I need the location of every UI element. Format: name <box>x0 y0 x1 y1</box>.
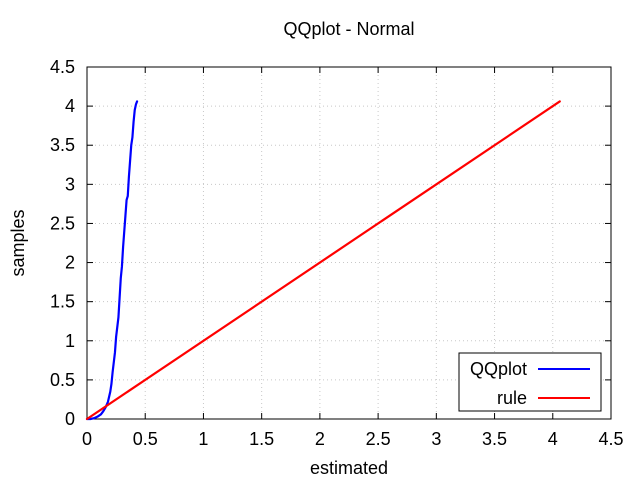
x-tick-label: 1 <box>198 429 208 449</box>
y-tick-label: 3.5 <box>50 135 75 155</box>
x-tick-label: 1.5 <box>249 429 274 449</box>
x-axis-title: estimated <box>310 458 388 478</box>
legend-label-qqplot: QQplot <box>470 359 527 379</box>
series-line-qqplot <box>85 100 139 421</box>
x-tick-label: 0 <box>82 429 92 449</box>
y-tick-label: 4.5 <box>50 57 75 77</box>
y-tick-label: 0 <box>65 409 75 429</box>
plot-frame <box>86 66 612 420</box>
legend: QQplot rule <box>458 352 602 412</box>
axis-ticks: 0 0.5 1 1.5 2 2.5 3 3.5 4 4.5 0 0.5 1 1.5 2 2.5 3 3.5 4 4.5 <box>50 57 624 449</box>
y-tick-label: 2 <box>65 253 75 273</box>
x-tick-label: 4 <box>548 429 558 449</box>
y-tick-label: 3 <box>65 174 75 194</box>
grid-lines <box>87 67 611 419</box>
y-tick-label: 1 <box>65 331 75 351</box>
chart-title: QQplot - Normal <box>283 19 414 39</box>
series-layer <box>85 100 561 421</box>
legend-box <box>458 352 602 412</box>
x-tick-label: 4.5 <box>598 429 623 449</box>
x-tick-label: 2.5 <box>366 429 391 449</box>
y-tick-label: 1.5 <box>50 292 75 312</box>
x-tick-label: 3.5 <box>482 429 507 449</box>
y-tick-label: 0.5 <box>50 370 75 390</box>
x-tick-label: 2 <box>315 429 325 449</box>
y-tick-label: 4 <box>65 96 75 116</box>
x-tick-label: 3 <box>431 429 441 449</box>
legend-label-rule: rule <box>497 388 527 408</box>
series-line-rule <box>85 100 561 421</box>
y-axis-title: samples <box>8 209 28 276</box>
x-tick-label: 0.5 <box>133 429 158 449</box>
y-tick-label: 2.5 <box>50 213 75 233</box>
